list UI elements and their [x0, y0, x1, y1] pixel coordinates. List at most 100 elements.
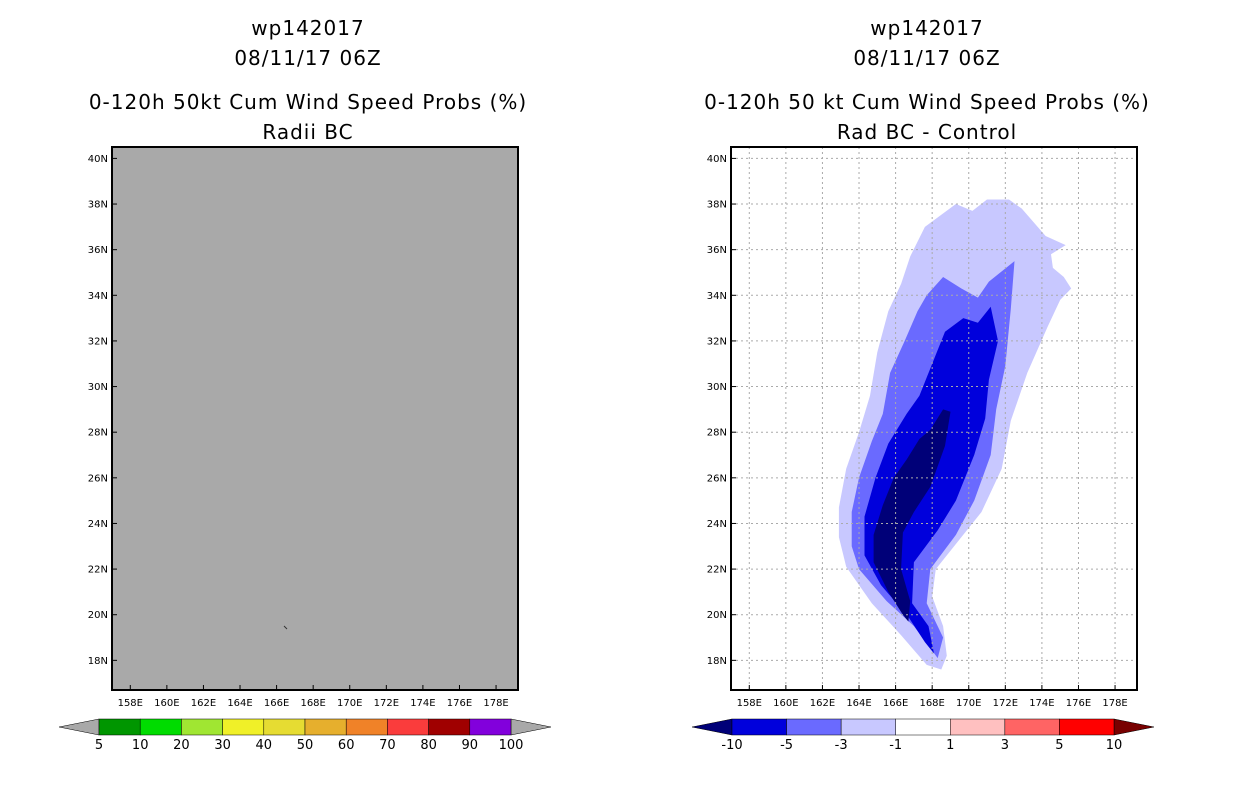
colorbar-high-arrow: [510, 718, 552, 736]
x-tick-label: 162E: [810, 698, 835, 709]
colorbar-label: -5: [780, 738, 793, 753]
left-map-background: [112, 147, 518, 690]
left-small-mark: [283, 625, 288, 630]
y-tick-label: 28N: [707, 428, 727, 439]
y-tick-label: 22N: [88, 565, 108, 576]
colorbar-swatch: [950, 718, 1006, 736]
colorbar-swatch: [304, 718, 347, 736]
colorbar-low-arrow: [691, 718, 733, 736]
left-title-date: 08/11/17 06Z: [234, 46, 382, 70]
colorbar-label: 20: [173, 738, 190, 753]
colorbar-label: 30: [214, 738, 231, 753]
y-tick-label: 38N: [707, 200, 727, 211]
colorbar-label: -1: [889, 738, 902, 753]
colorbar-swatch: [139, 718, 182, 736]
colorbar-label: 60: [338, 738, 355, 753]
y-tick-label: 32N: [707, 336, 727, 347]
colorbar-swatch: [263, 718, 306, 736]
colorbar-swatch: [469, 718, 512, 736]
y-tick-label: 34N: [707, 291, 727, 302]
x-tick-label: 158E: [737, 698, 762, 709]
colorbar-label: 10: [132, 738, 149, 753]
y-tick-label: 20N: [707, 610, 727, 621]
colorbar-swatch: [731, 718, 787, 736]
colorbar-swatch: [895, 718, 951, 736]
y-tick-label: 34N: [88, 291, 108, 302]
y-tick-label: 26N: [88, 473, 108, 484]
y-tick-label: 30N: [707, 382, 727, 393]
colorbar-label: 5: [95, 738, 103, 753]
x-tick-label: 178E: [1102, 698, 1127, 709]
x-tick-label: 160E: [773, 698, 798, 709]
colorbar-label: 90: [462, 738, 479, 753]
x-tick-label: 166E: [883, 698, 908, 709]
colorbar-low-arrow: [58, 718, 100, 736]
colorbar-swatch: [98, 718, 141, 736]
colorbar-swatch: [428, 718, 471, 736]
y-tick-label: 32N: [88, 336, 108, 347]
x-tick-label: 176E: [1066, 698, 1091, 709]
y-tick-label: 24N: [88, 519, 108, 530]
left-title-storm-id: wp142017: [251, 16, 365, 40]
colorbar-label: 3: [1001, 738, 1009, 753]
x-tick-label: 168E: [300, 698, 325, 709]
x-tick-label: 174E: [1029, 698, 1054, 709]
y-tick-label: 40N: [88, 154, 108, 165]
y-tick-label: 18N: [707, 656, 727, 667]
right-title-date: 08/11/17 06Z: [853, 46, 1001, 70]
y-tick-label: 24N: [707, 519, 727, 530]
colorbar-swatch: [181, 718, 223, 736]
x-tick-label: 172E: [993, 698, 1018, 709]
colorbar-label: 10: [1106, 738, 1123, 753]
colorbar-label: -10: [721, 738, 742, 753]
x-tick-label: 164E: [227, 698, 252, 709]
colorbar-swatch: [345, 718, 388, 736]
x-tick-label: 166E: [264, 698, 289, 709]
y-tick-label: 36N: [88, 245, 108, 256]
x-tick-label: 176E: [447, 698, 472, 709]
colorbar-swatch: [387, 718, 429, 736]
colorbar-label: 80: [420, 738, 437, 753]
x-tick-label: 172E: [374, 698, 399, 709]
colorbar-high-arrow: [1113, 718, 1155, 736]
left-probability-map: 158E 160E 162E 164E 166E 168E 170E 172E 174E 176E…: [58, 146, 552, 753]
x-tick-label: 164E: [846, 698, 871, 709]
right-map-frame: [730, 146, 1138, 691]
colorbar-swatch: [222, 718, 265, 736]
left-title-subtitle: Radii BC: [262, 120, 354, 144]
colorbar-label: 70: [379, 738, 396, 753]
colorbar-swatch: [786, 718, 842, 736]
colorbar-swatch: [1004, 718, 1060, 736]
colorbar-label: 1: [946, 738, 954, 753]
y-tick-label: 38N: [88, 200, 108, 211]
left-map-frame: [111, 146, 519, 691]
colorbar-swatch: [1059, 718, 1115, 736]
x-tick-label: 158E: [118, 698, 143, 709]
x-tick-label: 160E: [154, 698, 179, 709]
y-tick-label: 26N: [707, 473, 727, 484]
right-title-storm-id: wp142017: [870, 16, 984, 40]
x-tick-label: 168E: [919, 698, 944, 709]
y-tick-label: 36N: [707, 245, 727, 256]
y-tick-label: 28N: [88, 428, 108, 439]
y-tick-label: 18N: [88, 656, 108, 667]
x-tick-label: 178E: [483, 698, 508, 709]
x-tick-label: 174E: [410, 698, 435, 709]
right-title-subtitle: Rad BC - Control: [836, 120, 1018, 144]
contour-band-4: [873, 409, 951, 622]
colorbar-swatch: [840, 718, 896, 736]
x-tick-label: 170E: [956, 698, 981, 709]
colorbar-label: 40: [256, 738, 273, 753]
right-title-product: 0-120h 50 kt Cum Wind Speed Probs (%): [704, 90, 1150, 114]
right-difference-map: 158E 160E 162E 164E 166E 168E 170E 172E 174E 176E…: [691, 146, 1155, 753]
x-tick-label: 162E: [191, 698, 216, 709]
colorbar-label: 5: [1055, 738, 1063, 753]
colorbar-label: 50: [297, 738, 314, 753]
y-tick-label: 30N: [88, 382, 108, 393]
y-tick-label: 40N: [707, 154, 727, 165]
y-tick-label: 20N: [88, 610, 108, 621]
y-tick-label: 22N: [707, 565, 727, 576]
x-tick-label: 170E: [337, 698, 362, 709]
left-title-product: 0-120h 50kt Cum Wind Speed Probs (%): [88, 90, 528, 114]
colorbar-label: 100: [499, 738, 524, 753]
